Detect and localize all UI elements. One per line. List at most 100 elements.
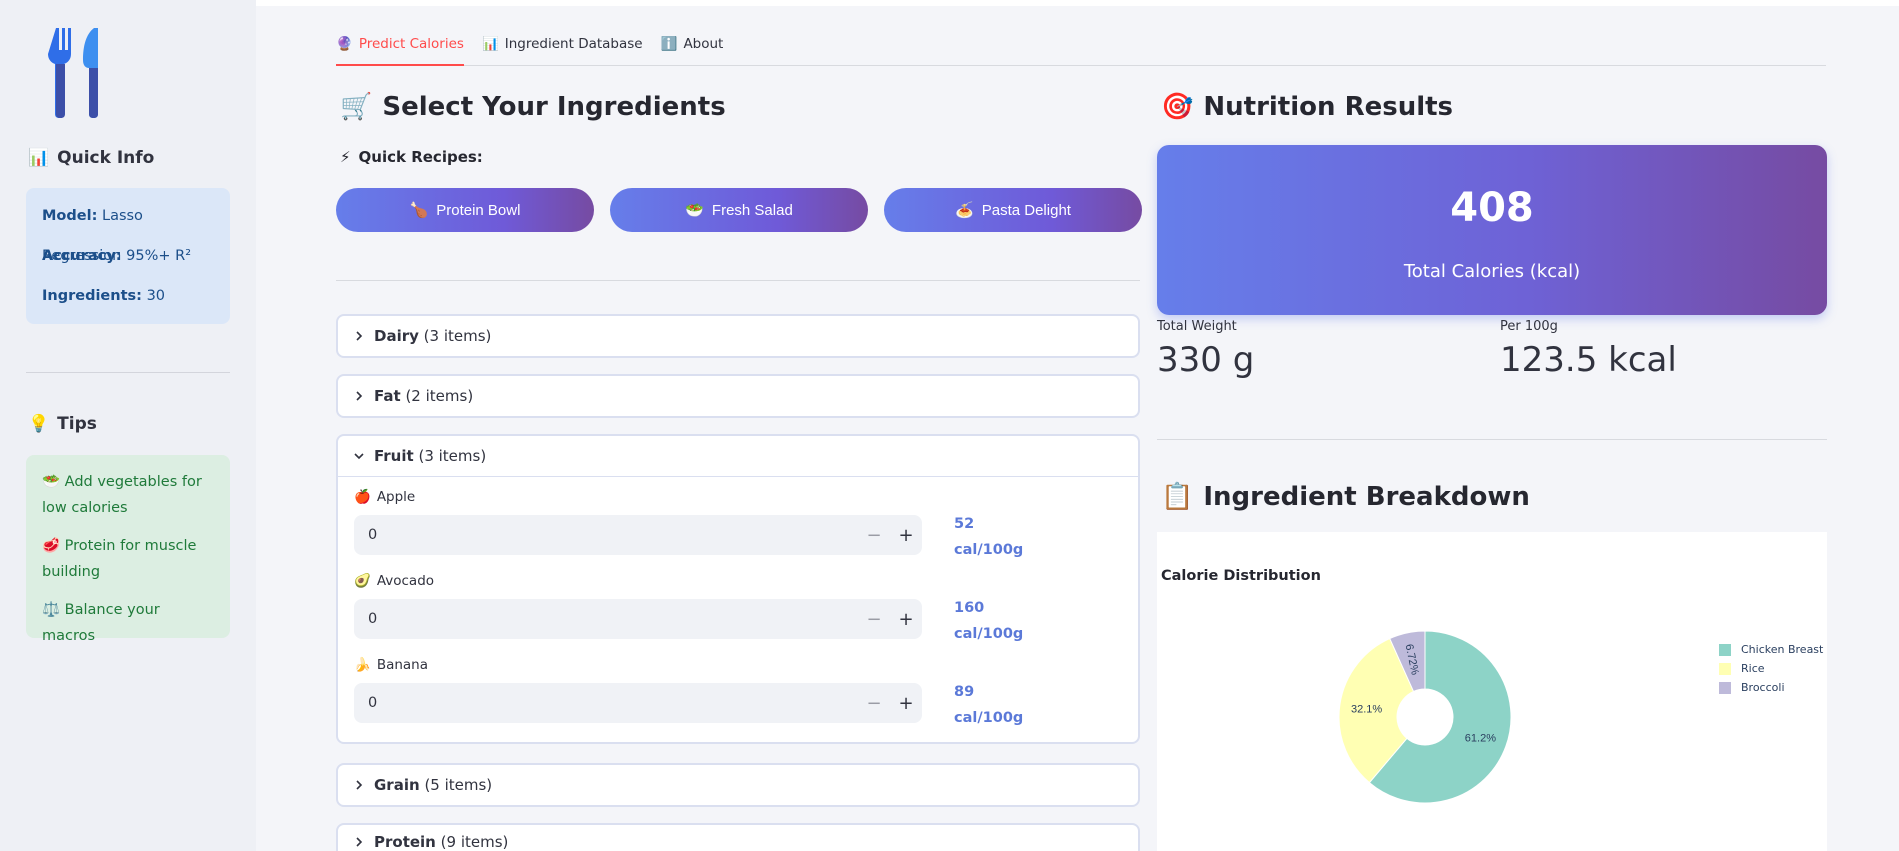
total-calories-value: 408 [1450,185,1534,231]
pasta-delight-button[interactable]: 🍝 Pasta Delight [884,188,1142,232]
spaghetti-icon: 🍝 [955,202,974,219]
info-ingredients: Ingredients: 30 [42,288,166,304]
ingredient-label: 🍎 Apple [354,489,416,505]
calorie-info: 89 cal/100g [954,684,1024,726]
total-calories-card: 408 Total Calories (kcal) [1157,145,1827,315]
apple-icon: 🍎 [354,489,371,505]
increment-button[interactable]: + [898,524,914,546]
ingredient-row: 🍎 Apple 0 − + 52 cal/100g [354,487,1122,571]
bar-chart-icon: 📊 [481,36,499,52]
info-icon: ℹ️ [660,36,678,52]
total-calories-label: Total Calories (kcal) [1403,261,1581,282]
calorie-info: 52 cal/100g [954,516,1024,558]
breakdown-heading: 📋 Ingredient Breakdown [1161,482,1530,512]
chevron-right-icon [356,331,363,341]
calorie-info: 160 cal/100g [954,600,1024,642]
pie-chart: 61.2%32.1%6.72% [1338,630,1512,804]
total-weight-value: 330 g [1157,340,1255,380]
pie-slice-rice[interactable] [1338,637,1415,784]
divider [336,280,1140,281]
category-grain: Grain (5 items) [336,763,1140,807]
banana-quantity-input[interactable]: 0 − + [354,683,922,723]
info-model: Model: Lasso Regression [42,208,143,264]
tip-item: 🥗 Add vegetables for low calories [42,474,202,516]
increment-button[interactable]: + [898,608,914,630]
quick-info-box: Model: Lasso Regression Accuracy: 95%+ R… [26,188,230,324]
apple-quantity-input[interactable]: 0 − + [354,515,922,555]
legend-swatch [1719,643,1731,656]
scales-icon: ⚖️ [42,602,61,618]
drumstick-icon: 🍗 [409,202,429,219]
fork-and-knife-icon [48,28,98,118]
legend-item[interactable]: Broccoli [1719,678,1823,697]
pie-slice-label: 61.2% [1465,732,1496,744]
ingredients-heading: 🛒 Select Your Ingredients [340,92,726,122]
quick-info-heading: 📊 Quick Info [28,148,155,168]
decrement-button[interactable]: − [866,692,882,714]
category-dairy: Dairy (3 items) [336,314,1140,358]
sidebar-divider [26,372,230,373]
avocado-icon: 🥑 [354,573,371,589]
expander-header-fat[interactable]: Fat (2 items) [338,376,1138,416]
salad-icon: 🥗 [42,474,61,490]
bar-chart-icon: 📊 [28,148,50,168]
tip-item: ⚖️ Balance your macros [42,602,160,644]
ingredient-label: 🍌 Banana [354,657,429,673]
pie-slice-label: 32.1% [1351,704,1382,716]
legend-item[interactable]: Chicken Breast [1719,640,1823,659]
expander-header-grain[interactable]: Grain (5 items) [338,765,1138,805]
info-accuracy: Accuracy: 95%+ R² [42,248,192,264]
protein-bowl-button[interactable]: 🍗 Protein Bowl [336,188,594,232]
legend-label: Rice [1741,662,1765,675]
clipboard-icon: 📋 [1161,482,1194,512]
tips-box: 🥗 Add vegetables for low calories 🥩 Prot… [26,455,230,644]
decrement-button[interactable]: − [866,608,882,630]
expander-header-dairy[interactable]: Dairy (3 items) [338,316,1138,356]
tips-heading: 💡 Tips [28,414,97,434]
lightbulb-icon: 💡 [28,414,50,434]
target-icon: 🎯 [1161,92,1194,122]
top-bar [256,0,1899,6]
fresh-salad-button[interactable]: 🥗 Fresh Salad [610,188,868,232]
avocado-quantity-input[interactable]: 0 − + [354,599,922,639]
meat-icon: 🥩 [42,538,61,554]
ingredient-row: 🍌 Banana 0 − + 89 cal/100g [354,655,1122,739]
legend-label: Broccoli [1741,681,1785,694]
ingredient-label: 🥑 Avocado [354,573,435,589]
chart-legend: Chicken Breast Rice Broccoli [1719,640,1823,697]
per-100g-value: 123.5 kcal [1500,340,1677,380]
salad-icon: 🥗 [685,202,704,219]
pie-slice-broccoli[interactable] [1389,630,1426,693]
quick-recipes-label: ⚡ Quick Recipes: [340,148,483,166]
chevron-down-icon [354,453,364,460]
divider [1157,439,1827,440]
expander-header-protein[interactable]: Protein (9 items) [338,825,1138,851]
category-protein: Protein (9 items) [336,823,1140,851]
category-fruit: Fruit (3 items) 🍎 Apple 0 − + 52 cal/100g … [336,434,1140,744]
expander-body-fruit: 🍎 Apple 0 − + 52 cal/100g 🥑 Avocado 0 − + 1… [338,476,1138,739]
crystal-ball-icon: 🔮 [336,36,353,52]
category-fat: Fat (2 items) [336,374,1140,418]
results-heading: 🎯 Nutrition Results [1161,92,1454,122]
sidebar: 📊 Quick Info Model: Lasso Regression Acc… [0,0,256,851]
tab-predict-calories[interactable]: 🔮 Predict Calories [336,30,464,66]
legend-swatch [1719,681,1731,694]
tip-item: 🥩 Protein for muscle building [42,538,197,580]
ingredient-row: 🥑 Avocado 0 − + 160 cal/100g [354,571,1122,655]
banana-icon: 🍌 [354,657,371,673]
lightning-icon: ⚡ [340,148,351,166]
legend-swatch [1719,662,1731,675]
chevron-right-icon [356,837,363,847]
calorie-distribution-chart: Calorie Distribution 61.2% 32.1% 6.72% Chi… [1157,532,1827,851]
tab-ingredient-database[interactable]: 📊 Ingredient Database [481,36,643,52]
total-weight-label: Total Weight [1157,319,1237,334]
legend-item[interactable]: Rice [1719,659,1823,678]
chevron-right-icon [356,391,363,401]
expander-header-fruit[interactable]: Fruit (3 items) [338,436,1138,476]
tab-about[interactable]: ℹ️ About [660,36,724,52]
shopping-cart-icon: 🛒 [340,92,373,122]
decrement-button[interactable]: − [866,524,882,546]
pie-slice-chicken-breast[interactable] [1368,630,1512,804]
increment-button[interactable]: + [898,692,914,714]
chart-title: Calorie Distribution [1161,568,1321,584]
